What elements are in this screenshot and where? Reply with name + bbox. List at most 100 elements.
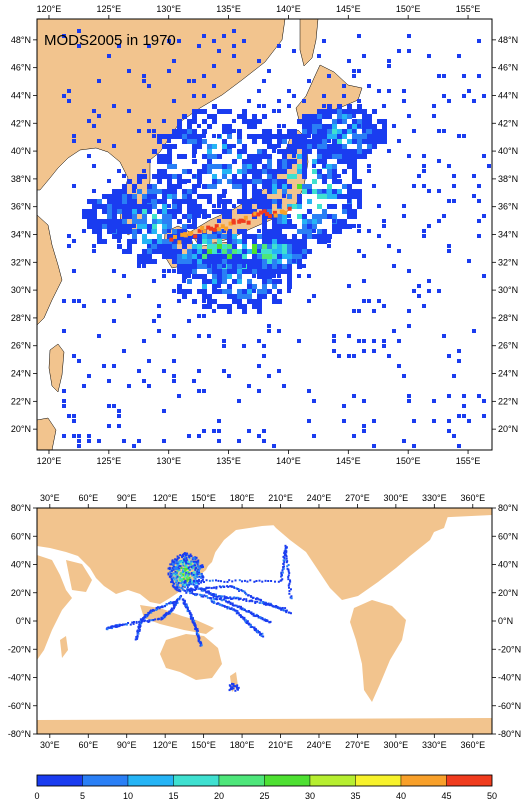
colorbar-swatch [173,774,220,787]
observation-cell [172,199,177,204]
observation-cell [227,129,231,133]
observation-cell [162,154,167,159]
observation-cell [307,184,312,189]
observation-cell [132,224,136,228]
observation-cell [357,339,361,343]
observation-cell [272,134,277,139]
observation-cell [257,174,262,179]
observation-cell [155,608,158,611]
observation-cell [347,59,351,63]
observation-cell [262,274,267,279]
observation-cell [282,159,287,164]
observation-cell [212,64,216,68]
south-america-shape [350,600,406,702]
observation-cell [137,129,141,133]
observation-cell [87,439,91,443]
observation-cell [297,164,302,169]
observation-cell [243,609,246,612]
observation-cell [222,149,227,154]
observation-cell [287,570,290,573]
observation-cell [196,582,199,585]
observation-cell [162,269,166,273]
observation-cell [337,134,341,138]
observation-cell [287,576,290,579]
observation-cell [279,607,282,610]
observation-cell [282,269,287,274]
observation-cell [201,588,204,591]
observation-cell [297,204,302,209]
observation-cell [179,596,182,599]
observation-cell [186,610,189,613]
observation-cell [322,164,326,168]
observation-cell [347,204,352,209]
observation-cell [312,139,317,144]
observation-cell [292,204,297,209]
observation-cell [107,209,112,214]
colorbar-labels: 0 5 10 15 20 25 30 35 40 45 50 [34,791,497,801]
observation-cell [243,215,248,220]
observation-cell [192,184,197,189]
observation-cell [197,587,200,590]
observation-cell [272,169,277,174]
observation-cell [267,374,271,378]
observation-cell [332,194,337,199]
observation-cell [267,603,270,606]
observation-cell [237,184,242,189]
observation-cell [72,354,76,358]
observation-cell [472,174,476,178]
observation-cell [239,615,242,618]
observation-cell [182,568,185,571]
observation-cell [387,149,391,153]
observation-cell [237,259,242,264]
observation-cell [337,114,342,119]
observation-cell [227,229,232,234]
regional-lat-label-left: 46°N [11,63,31,73]
observation-cell [274,580,277,583]
observation-cell [267,259,272,264]
observation-cell [178,567,181,570]
observation-cell [147,199,151,203]
observation-cell [222,194,226,198]
observation-cell [482,399,486,403]
observation-cell [297,199,302,204]
observation-cell [170,580,173,583]
observation-cell [322,194,327,199]
observation-cell [207,214,211,218]
observation-cell [272,224,276,228]
observation-cell [402,89,406,93]
observation-cell [197,179,202,184]
observation-cell [132,184,137,189]
observation-cell [138,626,141,629]
observation-cell [200,226,205,231]
observation-cell [277,274,281,278]
observation-cell [132,209,137,214]
observation-cell [107,194,112,199]
global-lat-label-right: -40°N [498,673,521,683]
observation-cell [237,149,241,153]
observation-cell [442,74,446,78]
observation-cell [282,264,287,269]
observation-cell [187,562,190,565]
observation-cell [232,159,237,164]
observation-cell [197,249,202,254]
global-lat-label-left: -80°N [8,729,31,739]
observation-cell [202,154,206,158]
observation-cell [252,174,257,179]
observation-cell [357,224,361,228]
observation-cell [327,239,331,243]
observation-cell [227,169,232,174]
observation-cell [227,274,232,279]
global-lon-label-bottom: 210°E [268,740,293,750]
observation-cell [172,184,177,189]
observation-cell [152,239,157,244]
observation-cell [236,610,239,613]
observation-cell [174,568,177,571]
observation-cell [152,224,157,229]
observation-cell [285,550,288,553]
observation-cell [187,573,190,576]
observation-cell [181,556,184,559]
observation-cell [172,194,177,199]
observation-cell [129,623,132,626]
observation-cell [377,139,382,144]
observation-cell [207,304,212,309]
